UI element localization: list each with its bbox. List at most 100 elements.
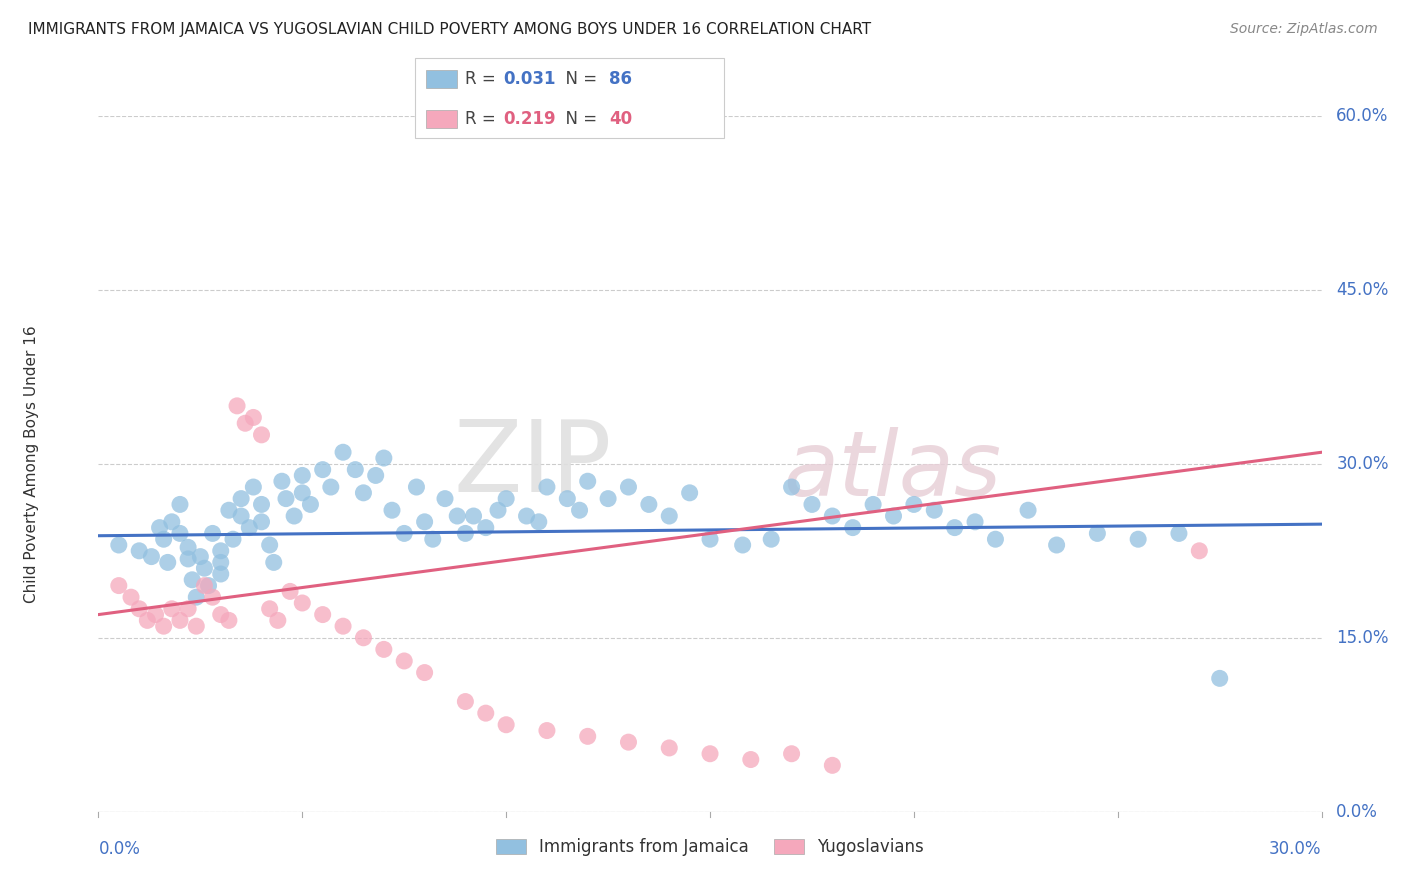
Point (188, 549, 212, 564)
Point (434, 491, 457, 506)
Point (1167, 526, 1189, 541)
Point (474, 706, 498, 721)
Point (352, 485, 374, 500)
Point (699, 747, 721, 761)
Point (177, 601, 200, 615)
Point (209, 607, 232, 622)
Point (373, 642, 395, 657)
Point (392, 654, 416, 668)
Point (169, 614, 191, 628)
Text: 30.0%: 30.0% (1336, 455, 1389, 473)
Point (136, 614, 159, 628)
Point (903, 497, 925, 511)
Point (1017, 503, 1039, 517)
Point (422, 532, 444, 546)
Point (862, 497, 884, 511)
Point (699, 532, 721, 546)
Point (332, 619, 354, 633)
Text: 0.0%: 0.0% (98, 839, 141, 857)
Text: 30.0%: 30.0% (1270, 839, 1322, 857)
Point (495, 717, 517, 731)
Point (576, 730, 599, 744)
Point (1209, 671, 1232, 685)
Point (801, 497, 824, 511)
Point (463, 508, 485, 523)
Point (527, 515, 550, 529)
Text: 0.0%: 0.0% (1336, 803, 1378, 821)
Point (274, 491, 297, 506)
Point (495, 491, 517, 506)
Point (283, 508, 305, 523)
Point (780, 480, 803, 494)
Point (291, 468, 314, 483)
Point (128, 601, 150, 615)
Point (658, 508, 681, 523)
Point (299, 497, 322, 511)
Point (598, 491, 620, 506)
Point (120, 591, 142, 605)
Point (516, 508, 538, 523)
Point (108, 538, 131, 552)
Point (576, 475, 599, 489)
Point (555, 491, 579, 506)
Point (267, 614, 290, 628)
Point (270, 475, 294, 489)
Point (1085, 526, 1108, 541)
Text: 0.219: 0.219 (503, 110, 555, 128)
Point (231, 508, 253, 523)
Text: R =: R = (465, 70, 502, 87)
Point (152, 619, 174, 633)
Point (536, 723, 558, 738)
Point (413, 665, 436, 680)
Point (352, 631, 374, 645)
Point (291, 485, 314, 500)
Point (201, 591, 224, 605)
Point (193, 578, 215, 592)
Point (222, 532, 245, 546)
Point (152, 532, 174, 546)
Point (883, 508, 905, 523)
Point (821, 758, 844, 772)
Point (169, 526, 191, 541)
Text: R =: R = (465, 110, 502, 128)
Point (332, 445, 354, 459)
Point (381, 503, 404, 517)
Point (679, 485, 702, 500)
Point (250, 427, 273, 442)
Point (291, 596, 314, 610)
Point (278, 584, 301, 599)
Point (984, 532, 1007, 546)
Text: 45.0%: 45.0% (1336, 281, 1389, 299)
Legend: Immigrants from Jamaica, Yugoslavians: Immigrants from Jamaica, Yugoslavians (489, 831, 931, 863)
Point (617, 735, 640, 749)
Point (186, 619, 208, 633)
Point (108, 578, 131, 592)
Point (454, 526, 477, 541)
Point (226, 399, 249, 413)
Point (186, 591, 208, 605)
Point (259, 538, 281, 552)
Point (250, 515, 273, 529)
Point (922, 503, 945, 517)
Point (841, 520, 863, 534)
Point (177, 552, 200, 566)
Text: N =: N = (555, 110, 603, 128)
Point (312, 462, 335, 476)
Text: 15.0%: 15.0% (1336, 629, 1389, 647)
Point (160, 515, 183, 529)
Point (209, 543, 232, 558)
Point (413, 515, 436, 529)
Point (486, 503, 509, 517)
Point (1045, 538, 1069, 552)
Point (780, 747, 803, 761)
Point (761, 532, 783, 546)
Text: IMMIGRANTS FROM JAMAICA VS YUGOSLAVIAN CHILD POVERTY AMONG BOYS UNDER 16 CORRELA: IMMIGRANTS FROM JAMAICA VS YUGOSLAVIAN C… (28, 22, 872, 37)
Point (160, 601, 183, 615)
Point (177, 541, 200, 555)
Point (242, 480, 264, 494)
Point (181, 573, 204, 587)
Point (145, 607, 167, 622)
Point (454, 694, 477, 708)
Point (242, 410, 264, 425)
Point (149, 520, 172, 534)
